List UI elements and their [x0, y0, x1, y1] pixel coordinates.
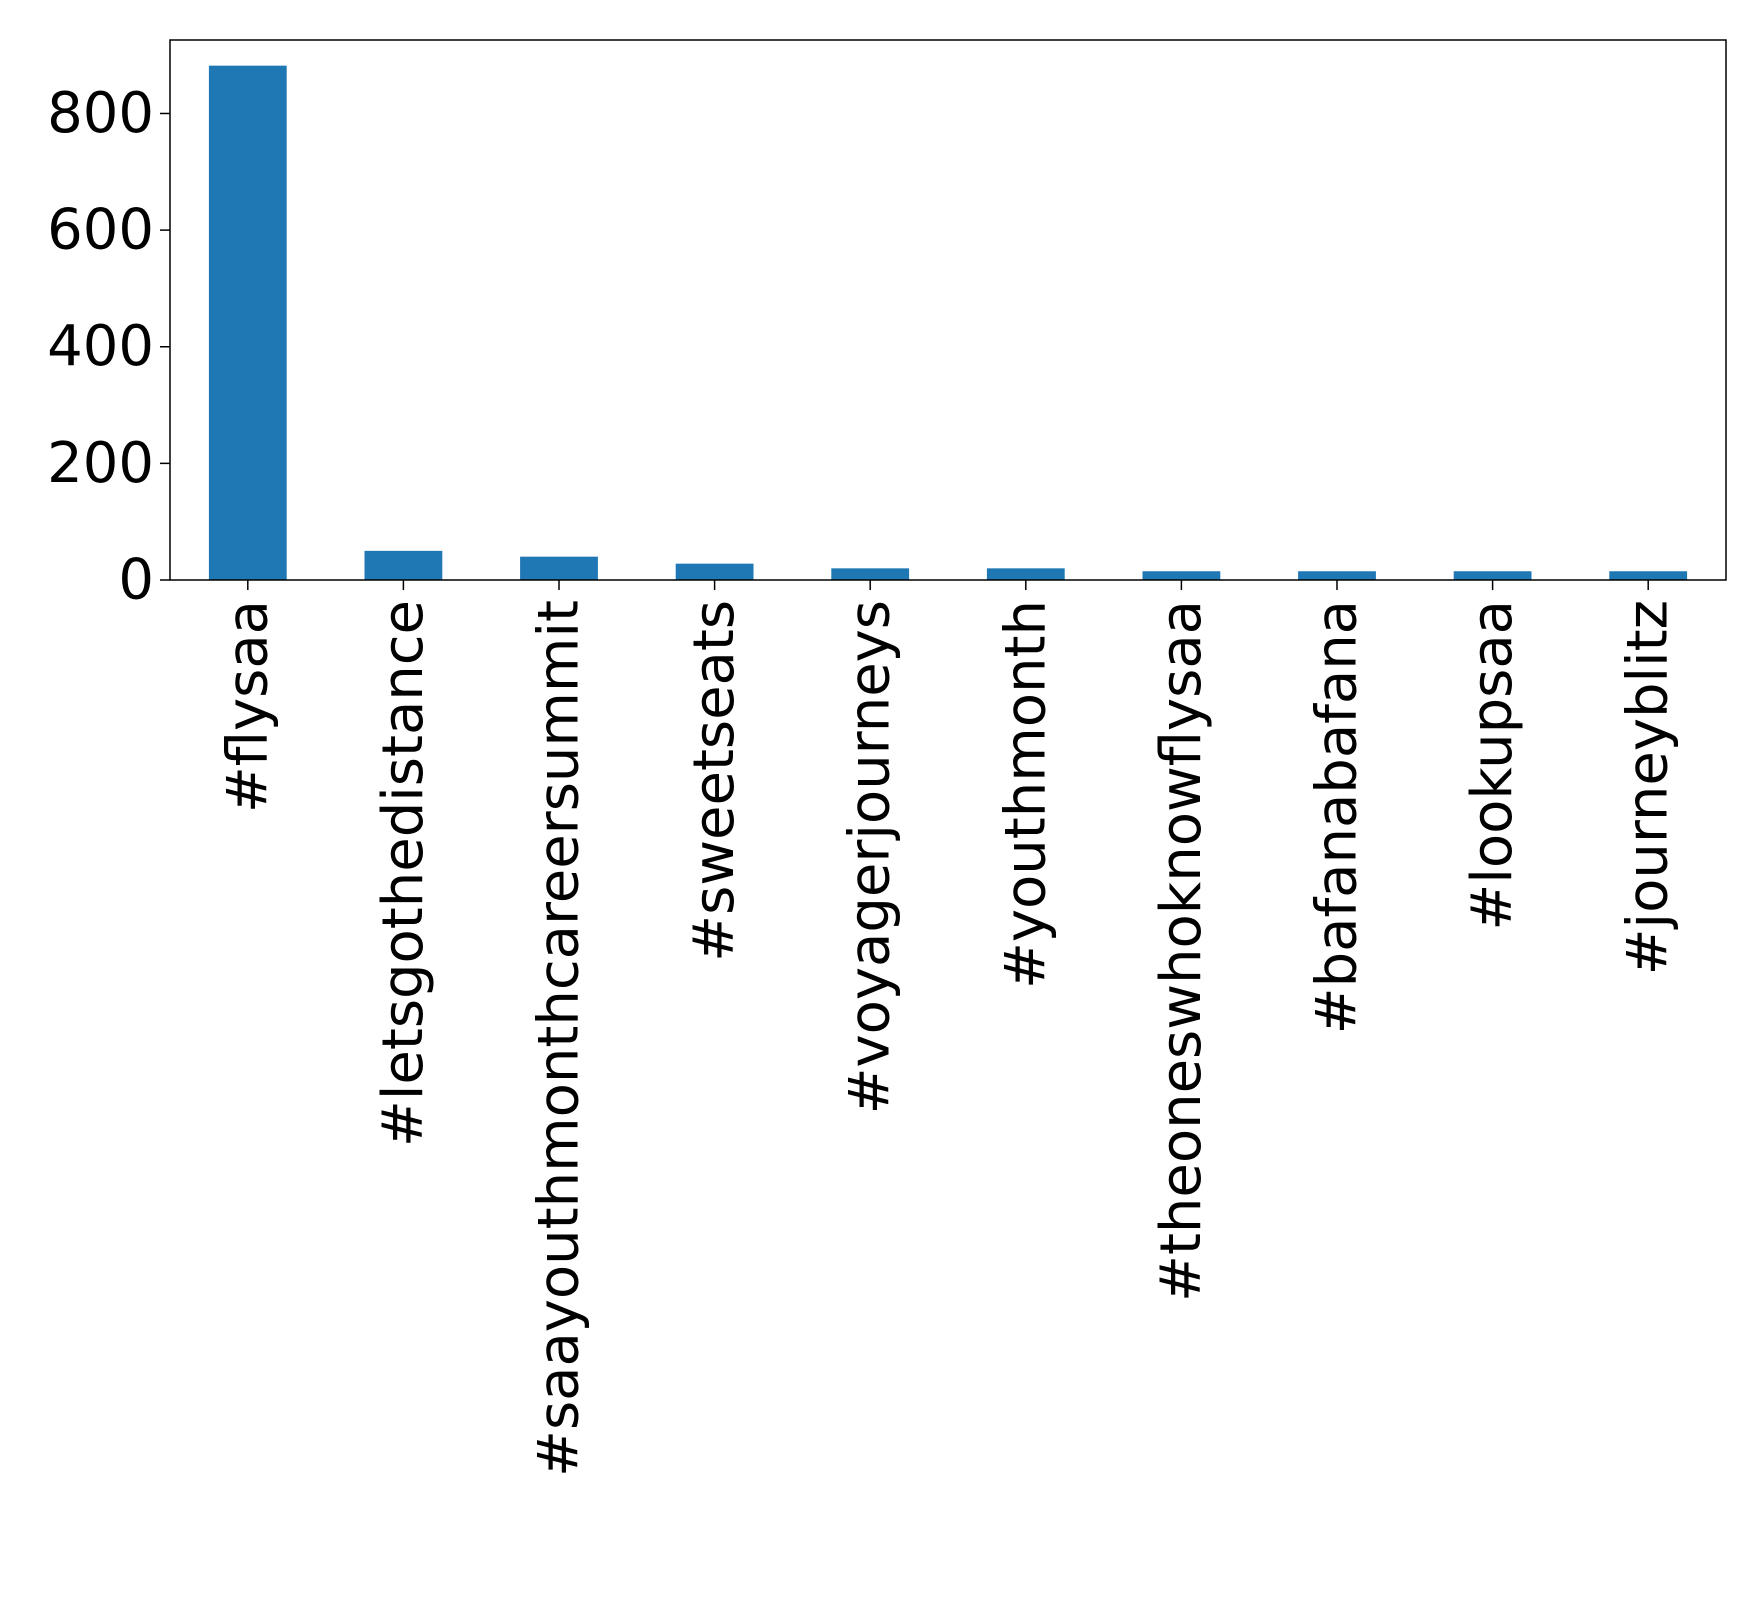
x-tick-label-0: #flysaa — [215, 600, 280, 813]
y-tick-label-0: 0 — [118, 548, 154, 613]
bar-8 — [1453, 571, 1532, 580]
x-tick-label-7: #bafanabafana — [1305, 600, 1370, 1034]
y-tick-label-1: 200 — [47, 431, 154, 496]
bar-7 — [1298, 571, 1376, 580]
bar-6 — [1142, 571, 1221, 580]
bar-5 — [986, 568, 1065, 580]
bar-3 — [675, 563, 754, 580]
plot-frame — [169, 39, 1727, 581]
bar-2 — [520, 556, 598, 580]
bar-4 — [831, 568, 910, 580]
x-tick-label-9: #journeyblitz — [1616, 600, 1681, 975]
x-tick-label-5: #youthmonth — [993, 600, 1058, 989]
bar-0 — [208, 65, 287, 580]
x-tick-label-1: #letsgothedistance — [371, 600, 436, 1147]
x-tick-label-4: #voyagerjourneys — [838, 600, 903, 1114]
x-axis: #flysaa #letsgothedistance #saayouthmonthc… — [215, 580, 1681, 1477]
y-tick-label-2: 400 — [47, 314, 154, 379]
x-tick-label-3: #sweetseats — [682, 600, 747, 962]
y-axis: 0 200 400 600 800 — [47, 81, 170, 613]
x-tick-label-2: #saayouthmonthcareersummit — [527, 600, 592, 1477]
x-tick-label-8: #lookupsaa — [1460, 600, 1525, 931]
bar-group — [208, 65, 1688, 580]
bar-1 — [364, 550, 443, 580]
bar-9 — [1609, 571, 1688, 580]
y-tick-label-4: 800 — [47, 81, 154, 146]
x-tick-label-6: #theoneswhoknowflysaa — [1149, 600, 1214, 1302]
y-tick-label-3: 600 — [47, 198, 154, 263]
